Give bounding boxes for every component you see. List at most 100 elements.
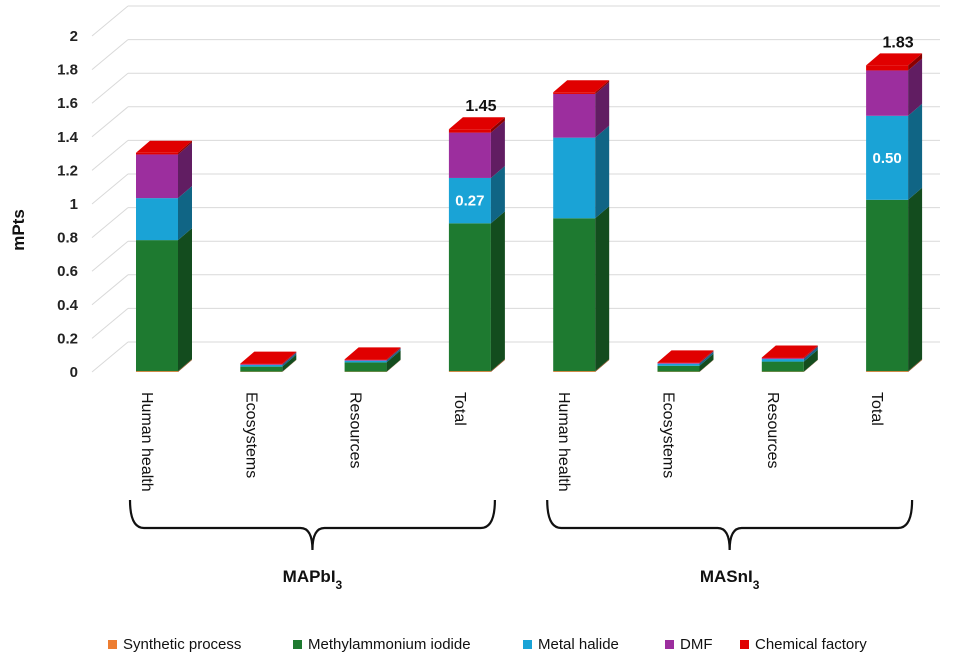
bar-stack: 1.83 bbox=[866, 34, 923, 372]
bar-stack bbox=[553, 80, 610, 372]
bar-segment-side bbox=[386, 348, 401, 363]
bar-segment-side bbox=[490, 359, 505, 372]
bar-segment-side bbox=[803, 347, 818, 362]
bar-top-face bbox=[344, 347, 401, 360]
bar-top-face bbox=[136, 140, 192, 153]
bar-segment-side bbox=[386, 347, 401, 361]
bar-segment-side bbox=[282, 352, 297, 365]
y-tick-label: 0 bbox=[70, 364, 78, 381]
legend-swatch bbox=[108, 640, 117, 649]
gridline-side bbox=[91, 106, 129, 138]
y-tick-label: 1.6 bbox=[57, 95, 78, 112]
bar-segment bbox=[344, 360, 387, 363]
bar-segment-side bbox=[699, 351, 714, 366]
bar-stack bbox=[240, 351, 297, 372]
bar-segment bbox=[553, 371, 596, 372]
legend-entry: Methylammonium iodide bbox=[293, 636, 471, 653]
legend: Synthetic process Methylammonium iodide Me… bbox=[108, 636, 867, 653]
legend-entry: Synthetic process bbox=[108, 636, 241, 653]
gridline-side bbox=[91, 207, 129, 238]
bar-segment bbox=[553, 137, 596, 219]
y-tick-label: 0.2 bbox=[57, 330, 78, 347]
bar-segment bbox=[866, 199, 909, 372]
bar-value-label: 0.27 bbox=[455, 193, 484, 210]
bar-value-label: 0.50 bbox=[872, 150, 901, 167]
bar-segment-side bbox=[595, 80, 610, 94]
legend-entry: Metal halide bbox=[523, 636, 619, 653]
bar-segment-side bbox=[282, 359, 297, 372]
legend-label: Methylammonium iodide bbox=[308, 636, 471, 653]
legend-label: Synthetic process bbox=[123, 636, 241, 653]
bar-segment bbox=[240, 366, 283, 372]
legend-entry: Chemical factory bbox=[740, 636, 867, 653]
bar-segment-side bbox=[282, 352, 297, 367]
y-tick-label: 1.8 bbox=[57, 62, 78, 79]
bar-segment-side bbox=[908, 187, 923, 372]
legend-swatch bbox=[740, 640, 749, 649]
bar-segment-side bbox=[595, 206, 610, 372]
bar-segment bbox=[240, 364, 283, 367]
category-label: Resources bbox=[764, 392, 781, 468]
bar-top-face bbox=[553, 80, 610, 93]
y-tick-label: 0.8 bbox=[57, 230, 78, 247]
bar-segment-side bbox=[908, 58, 923, 116]
bar-segment-side bbox=[699, 350, 714, 364]
bar-segment-side bbox=[699, 353, 714, 372]
bar-segment bbox=[136, 154, 178, 199]
bar-segment bbox=[657, 363, 700, 364]
bar-stack bbox=[761, 345, 818, 372]
bar-segment bbox=[136, 198, 178, 241]
bar-segment bbox=[866, 115, 909, 200]
gridline-side bbox=[91, 39, 129, 70]
bar-segment bbox=[866, 65, 909, 71]
bars: 1.45 1.83 0.27 0.50 bbox=[136, 34, 923, 372]
bar-segment-side bbox=[699, 351, 714, 364]
bar-segment bbox=[657, 362, 700, 364]
y-tick-label: 1 bbox=[70, 196, 78, 213]
legend-label: DMF bbox=[680, 636, 713, 653]
bar-top-face bbox=[240, 351, 297, 364]
legend-entry: DMF bbox=[665, 636, 713, 653]
y-axis-ticks: 0 0.2 0.4 0.6 0.8 1 1.2 1.4 1.6 1.8 2 bbox=[57, 28, 79, 381]
bar-segment-side bbox=[386, 350, 401, 372]
legend-swatch bbox=[665, 640, 674, 649]
bar-segment bbox=[448, 177, 491, 224]
bar-segment bbox=[448, 371, 491, 372]
bar-segment-side bbox=[178, 359, 192, 372]
y-tick-label: 0.4 bbox=[57, 297, 79, 314]
gridline-side bbox=[91, 5, 129, 37]
bar-segment-side bbox=[178, 228, 192, 372]
bar-segment-side bbox=[803, 346, 818, 360]
bar-segment bbox=[344, 359, 387, 361]
gridline-side bbox=[91, 72, 129, 104]
gridline-side bbox=[91, 341, 129, 373]
y-tick-label: 0.6 bbox=[57, 263, 78, 280]
bar-segment-side bbox=[908, 103, 923, 200]
bar-segment-side bbox=[699, 359, 714, 372]
bar-segment-side bbox=[282, 354, 297, 372]
legend-label: Chemical factory bbox=[755, 636, 867, 653]
total-value-label: 1.83 bbox=[883, 34, 914, 51]
bar-segment-side bbox=[178, 140, 192, 155]
group-label: MASnI3 bbox=[700, 567, 760, 592]
bar-segment bbox=[553, 92, 596, 94]
category-label: Resources bbox=[347, 392, 364, 468]
category-label: Ecosystems bbox=[660, 392, 677, 478]
group-bracket bbox=[128, 499, 496, 551]
bar-segment-side bbox=[595, 81, 610, 138]
category-label: Total bbox=[868, 392, 885, 426]
y-axis-title: mPts bbox=[9, 209, 28, 251]
bar-segment-side bbox=[803, 359, 818, 372]
category-label: Human health bbox=[555, 392, 572, 492]
bar-segment bbox=[657, 363, 700, 366]
bar-top-face bbox=[866, 53, 923, 66]
category-label: Total bbox=[451, 392, 468, 426]
bar-segment-side bbox=[490, 117, 505, 133]
bar-segment bbox=[761, 359, 804, 362]
bar-segment-side bbox=[490, 165, 505, 224]
bar-segment bbox=[344, 362, 387, 372]
bar-segment-side bbox=[595, 359, 610, 372]
category-label: Human health bbox=[138, 392, 155, 492]
bar-stack bbox=[657, 350, 714, 372]
